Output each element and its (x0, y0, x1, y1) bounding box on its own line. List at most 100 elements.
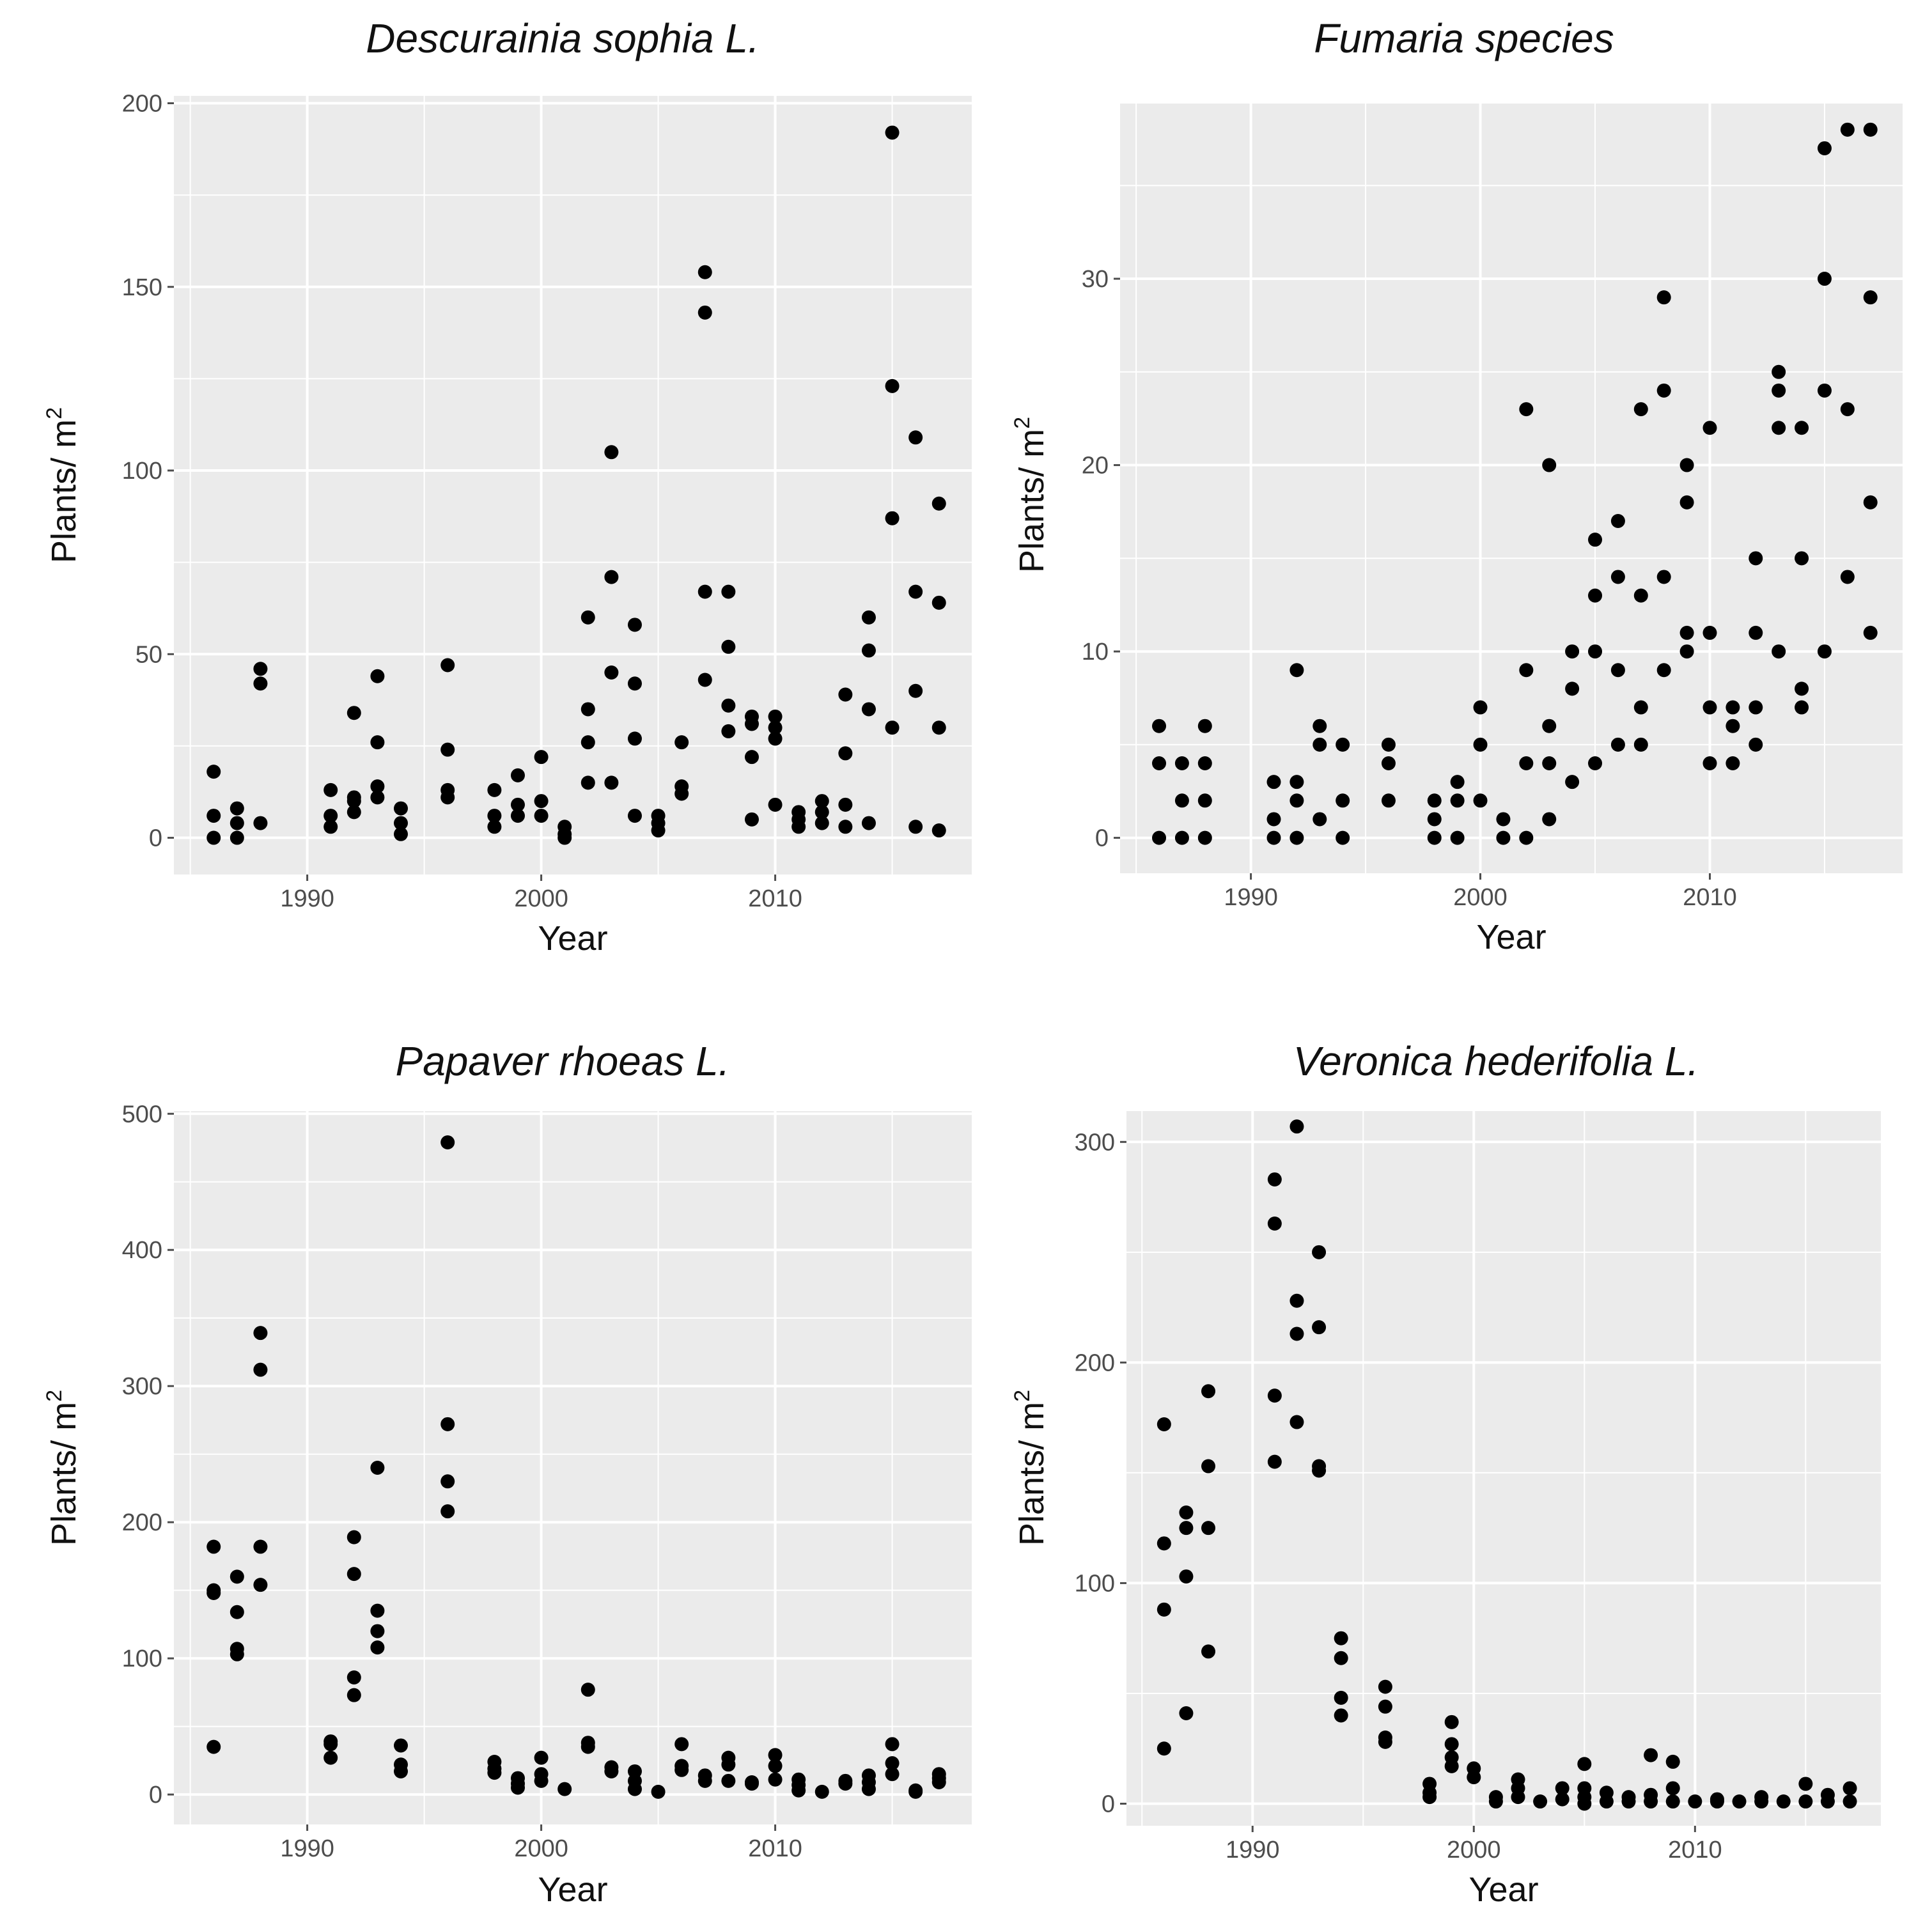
data-point (861, 1782, 876, 1796)
data-point (1633, 402, 1648, 417)
data-point (768, 1759, 783, 1773)
data-point (487, 1766, 502, 1780)
data-point (1702, 700, 1717, 715)
data-point (697, 305, 712, 320)
y-tick-label: 300 (1075, 1129, 1115, 1156)
data-point (1817, 141, 1832, 155)
data-point (1201, 1521, 1216, 1536)
data-point (1266, 775, 1281, 789)
data-point (557, 830, 572, 845)
data-point (1378, 1734, 1392, 1749)
data-point (1174, 830, 1189, 845)
data-point (1179, 1505, 1194, 1520)
y-tick-label: 100 (1075, 1570, 1115, 1597)
data-point (1381, 793, 1396, 808)
data-point (1817, 644, 1832, 659)
data-point (1289, 775, 1304, 789)
data-point (1152, 830, 1167, 845)
data-point (721, 1757, 736, 1772)
x-tick-label: 1990 (280, 885, 334, 912)
data-point (1157, 1602, 1171, 1617)
data-point (1488, 1794, 1503, 1809)
data-point (1555, 1792, 1570, 1807)
data-point (1633, 737, 1648, 752)
gridlines (174, 96, 972, 875)
data-point (1679, 625, 1694, 640)
data-point (1444, 1737, 1459, 1752)
panel-fumaria: Fumaria species 1990 2000 2010 0 10 20 30 Year… (1010, 15, 1903, 956)
data-point (1588, 756, 1603, 770)
data-point (1427, 830, 1442, 845)
data-point (1496, 812, 1511, 827)
y-axis-title-superscript: 2 (42, 1390, 66, 1402)
y-tick-label: 100 (122, 1645, 162, 1672)
data-point (1644, 1748, 1658, 1762)
y-tick-label: 0 (149, 825, 162, 852)
data-point (814, 794, 829, 809)
data-point (1450, 830, 1465, 845)
data-point (1336, 830, 1350, 845)
x-tick-label: 2000 (514, 1835, 568, 1862)
data-point (674, 786, 689, 801)
plot-area (1120, 104, 1903, 873)
data-point (1152, 719, 1167, 733)
data-point (1267, 1454, 1282, 1469)
data-point (1577, 1757, 1592, 1771)
y-tick-label: 100 (122, 458, 162, 485)
data-point (487, 820, 502, 834)
y-tick-label: 400 (122, 1237, 162, 1264)
data-point (1313, 719, 1327, 733)
data-point (1840, 570, 1855, 584)
data-point (323, 820, 338, 834)
data-point (1863, 290, 1878, 305)
data-point (557, 1782, 572, 1796)
data-points (1152, 122, 1878, 845)
panel-veronica: Veronica hederifolia L. 1990 2000 2010 0 100… (1010, 1038, 1881, 1909)
data-point (1422, 1790, 1437, 1805)
axis-ticks: 1990 2000 2010 0 50 100 150 200 (122, 90, 802, 912)
data-point (604, 775, 619, 790)
data-point (885, 378, 900, 393)
data-point (1473, 793, 1488, 808)
data-point (1588, 644, 1603, 659)
data-point (1312, 1463, 1327, 1478)
data-point (394, 801, 409, 816)
data-point (206, 1739, 221, 1754)
data-point (510, 1780, 525, 1795)
data-point (230, 801, 244, 816)
data-point (394, 1764, 409, 1778)
data-point (885, 1737, 900, 1752)
data-point (1542, 812, 1557, 827)
data-point (1542, 756, 1557, 770)
data-point (323, 782, 338, 797)
x-tick-label: 2000 (1447, 1837, 1501, 1863)
data-point (721, 724, 736, 738)
data-point (510, 809, 525, 823)
data-point (487, 809, 502, 823)
x-axis-title: Year (538, 1870, 607, 1909)
data-point (861, 702, 876, 717)
data-point (744, 717, 759, 731)
data-point (347, 805, 361, 820)
data-point (580, 1739, 595, 1754)
data-point (1450, 793, 1465, 808)
data-point (1772, 644, 1786, 659)
data-point (370, 779, 385, 794)
data-point (1467, 1770, 1481, 1785)
y-axis-title: Plants/ m2 (42, 407, 83, 563)
data-point (744, 812, 759, 827)
data-point (1542, 719, 1557, 733)
data-point (1610, 514, 1625, 529)
data-point (721, 584, 736, 599)
data-point (1519, 756, 1534, 770)
data-point (1336, 737, 1350, 752)
data-point (931, 1775, 946, 1789)
data-point (697, 673, 712, 687)
data-point (1795, 681, 1809, 696)
data-point (230, 1647, 244, 1661)
data-point (1749, 737, 1763, 752)
data-point (1313, 812, 1327, 827)
data-point (1496, 830, 1511, 845)
data-point (534, 809, 549, 823)
data-point (885, 720, 900, 735)
